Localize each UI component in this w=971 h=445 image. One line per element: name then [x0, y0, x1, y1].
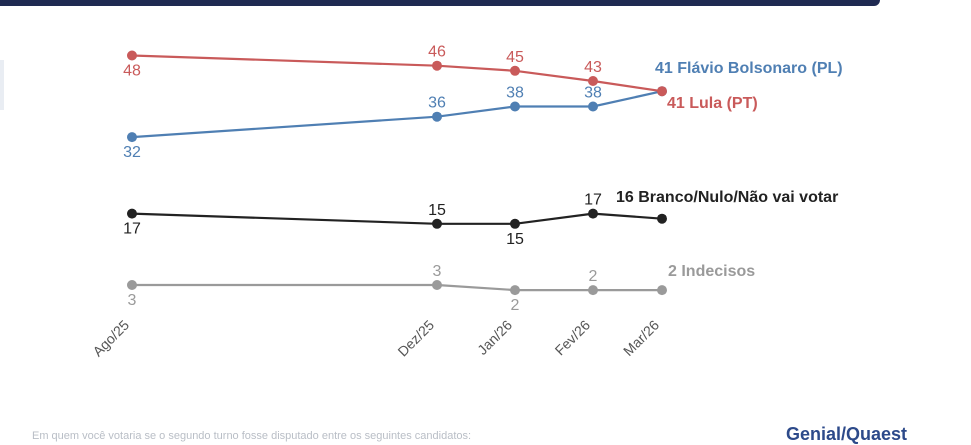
- series-line: [132, 283, 662, 292]
- brand-logo: Genial/Quaest: [786, 424, 908, 444]
- x-tick-label: Fev/26: [552, 317, 594, 359]
- data-point: [510, 218, 520, 229]
- series-end-label: 41 Flávio Bolsonaro (PL): [655, 60, 843, 77]
- series-end-label: 41 Lula (PT): [667, 95, 758, 112]
- data-point: [432, 218, 442, 229]
- data-label: 3: [433, 263, 442, 280]
- data-label: 36: [428, 95, 446, 112]
- data-point: [127, 50, 137, 61]
- data-label: 38: [584, 85, 602, 102]
- series-line: [131, 212, 663, 225]
- footer-note: Em quem você votaria se o segundo turno …: [32, 430, 472, 442]
- header-bar: [0, 0, 880, 6]
- data-point: [510, 285, 520, 296]
- data-point: [510, 101, 520, 112]
- data-point: [588, 285, 598, 296]
- data-label: 43: [584, 59, 602, 76]
- data-point: [432, 60, 442, 71]
- data-point: [510, 65, 520, 76]
- series-end-label: 2 Indecisos: [668, 263, 755, 280]
- data-label: 38: [506, 85, 524, 102]
- x-tick-label: Dez/25: [394, 317, 437, 360]
- data-point: [588, 101, 598, 112]
- data-point: [127, 208, 137, 219]
- series-line: [131, 54, 663, 93]
- series-end-label: 16 Branco/Nulo/Não vai votar: [616, 189, 838, 206]
- side-accent: [0, 60, 4, 110]
- data-point: [588, 208, 598, 219]
- data-point: [432, 280, 442, 290]
- data-point: [588, 76, 598, 86]
- data-label: 2: [589, 268, 598, 285]
- data-label: 17: [123, 221, 141, 238]
- data-point: [657, 86, 667, 97]
- x-tick-label: Jan/26: [474, 317, 515, 358]
- data-point: [127, 280, 137, 290]
- data-point: [127, 132, 137, 143]
- data-label: 48: [123, 63, 141, 80]
- data-label: 15: [428, 202, 446, 219]
- data-label: 17: [584, 192, 602, 209]
- data-point: [432, 111, 442, 122]
- data-label: 32: [123, 144, 141, 161]
- data-label: 45: [506, 49, 524, 66]
- x-tick-label: Ago/25: [89, 317, 132, 360]
- data-label: 15: [506, 231, 524, 248]
- data-point: [657, 285, 667, 296]
- data-label: 46: [428, 44, 446, 61]
- data-label: 3: [128, 292, 137, 309]
- x-tick-label: Mar/26: [620, 317, 662, 359]
- data-point: [657, 213, 667, 224]
- series-line: [131, 90, 663, 139]
- data-label: 2: [511, 297, 520, 314]
